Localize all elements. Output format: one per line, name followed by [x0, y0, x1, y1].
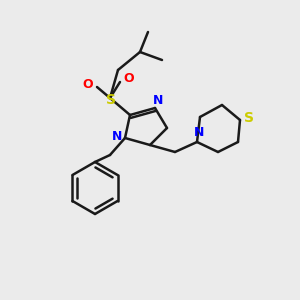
Text: S: S	[106, 93, 116, 107]
Text: N: N	[112, 130, 122, 143]
Text: N: N	[153, 94, 163, 106]
Text: O: O	[124, 73, 134, 85]
Text: S: S	[244, 111, 254, 125]
Text: N: N	[194, 127, 204, 140]
Text: O: O	[83, 79, 93, 92]
